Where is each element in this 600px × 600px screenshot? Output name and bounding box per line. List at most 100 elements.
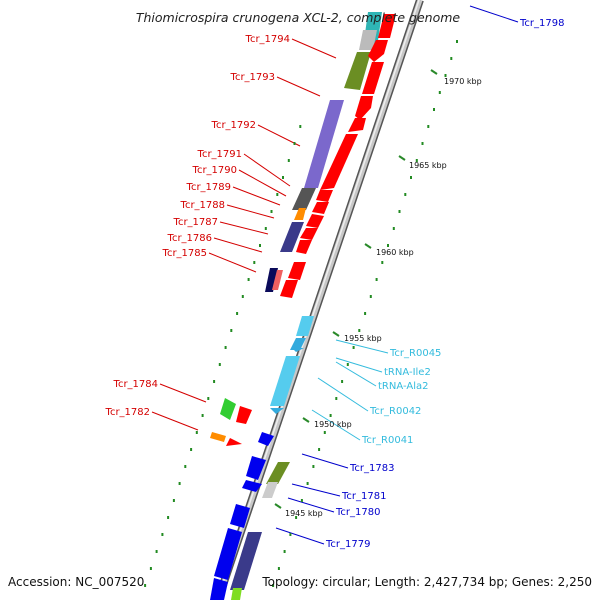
cog-band [344, 52, 371, 90]
cog-band [304, 100, 344, 188]
minor-tick [264, 227, 267, 230]
cog-band [230, 532, 262, 590]
gene-label: tRNA-Ala2 [378, 381, 428, 392]
major-tick [332, 331, 340, 337]
minor-tick [276, 193, 279, 196]
minor-tick [178, 482, 181, 485]
leader-line [275, 527, 325, 545]
cog-band [266, 462, 290, 484]
leader-line [219, 221, 269, 235]
gene-arrow [296, 316, 314, 336]
leader-line [238, 169, 287, 197]
leader-line [469, 5, 519, 23]
gene-arrow [230, 504, 250, 528]
gene-label: Tcr_R0045 [389, 348, 441, 359]
minor-tick [224, 346, 227, 349]
cog-band [265, 268, 278, 292]
minor-tick [329, 414, 332, 417]
cog-band [292, 188, 316, 210]
reverse-strand-genes [210, 432, 274, 600]
minor-tick [161, 533, 164, 536]
gene-arrow [362, 62, 384, 94]
minor-tick [293, 142, 296, 145]
leader-line [257, 124, 301, 147]
gene-arrow [306, 214, 324, 228]
minor-tick [230, 329, 233, 332]
leader-line [243, 153, 291, 187]
minor-tick [410, 176, 412, 179]
gene-label: Tcr_1788 [180, 200, 225, 211]
leader-line [208, 252, 257, 273]
minor-tick [282, 176, 284, 179]
gene-arrow [246, 456, 266, 480]
minor-tick [299, 125, 302, 128]
leader-line [159, 383, 207, 403]
minor-tick [213, 380, 216, 383]
minor-tick [421, 142, 424, 145]
minor-tick [387, 244, 389, 247]
rna-genes [270, 316, 314, 414]
minor-tick [259, 244, 261, 247]
leader-line [276, 76, 321, 97]
gene-label: Tcr_1791 [197, 149, 242, 160]
minor-tick [144, 584, 147, 587]
gene-arrow [288, 262, 306, 280]
gene-arrow [320, 134, 358, 190]
minor-tick [427, 125, 430, 128]
minor-tick [438, 91, 441, 94]
minor-tick [341, 380, 344, 383]
gene-label: tRNA-Ile2 [384, 367, 431, 378]
cog-band [359, 30, 377, 50]
leader-line [291, 483, 341, 497]
gene-label: Tcr_1798 [519, 18, 564, 29]
major-tick [398, 155, 406, 161]
gene-labels: Tcr_1798 Tcr_1794 Tcr_1793 Tcr_1792 Tcr_1791… [105, 18, 565, 550]
gene-arrow [296, 240, 312, 254]
major-tick [302, 417, 310, 423]
gene-label: Tcr_1792 [211, 120, 256, 131]
minor-tick [433, 108, 435, 111]
leader-line [335, 339, 389, 354]
major-tick [430, 69, 438, 75]
gene-arrow [348, 118, 366, 132]
gene-label: Tcr_1779 [325, 539, 370, 550]
major-tick [364, 243, 372, 249]
gene-arrow [210, 578, 228, 600]
scale-label: 1960 kbp [376, 248, 414, 257]
gene-label: Tcr_1780 [335, 507, 380, 518]
minor-tick [381, 261, 384, 264]
minor-tick [283, 550, 286, 553]
minor-tick [287, 159, 290, 162]
minor-tick [184, 465, 187, 468]
minor-tick [456, 40, 458, 43]
map-title: Thiomicrospira crunogena XCL-2, complete… [136, 10, 461, 25]
minor-tick [364, 312, 367, 315]
scale-label: 1970 kbp [444, 77, 482, 86]
minor-tick [312, 465, 315, 468]
minor-tick [392, 227, 395, 230]
minor-tick [415, 159, 418, 162]
scale-label: 1955 kbp [344, 334, 382, 343]
cog-band [280, 222, 304, 252]
leader-line [226, 204, 275, 219]
minor-tick [335, 397, 338, 400]
accession-text: Accession: NC_007520 [8, 575, 144, 589]
minor-tick [272, 584, 275, 587]
minor-tick [346, 363, 349, 366]
minor-tick [369, 295, 372, 298]
scale-label: 1950 kbp [314, 420, 352, 429]
gene-label: Tcr_1782 [105, 407, 150, 418]
minor-tick [172, 499, 175, 502]
leader-line [317, 377, 369, 412]
scale-ticks: 1970 kbp 1965 kbp 1960 kbp 1955 kbp 1950 kbp… [144, 40, 482, 587]
leader-line [335, 361, 377, 387]
gene-arrow [316, 190, 333, 202]
gene-arrow [280, 280, 298, 298]
cog-band [231, 588, 242, 600]
minor-tick [295, 516, 298, 519]
gene-arrow [270, 408, 284, 414]
scale-label: 1945 kbp [285, 509, 323, 518]
leader-line [335, 357, 383, 373]
forward-strand-genes [226, 14, 396, 446]
